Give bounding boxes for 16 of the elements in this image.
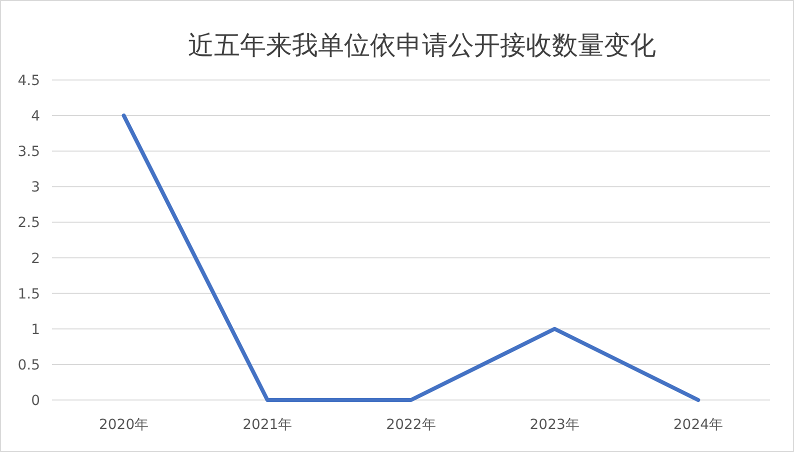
y-tick-label: 2.5 <box>18 215 40 232</box>
y-tick-label: 4 <box>31 108 40 125</box>
y-tick-label: 3.5 <box>18 144 40 160</box>
y-tick-label: 4.5 <box>18 73 40 89</box>
x-tick-label: 2023年 <box>530 417 580 433</box>
y-tick-label: 0.5 <box>18 357 40 374</box>
chart-title: 近五年来我单位依申请公开接收数量变化 <box>188 31 656 61</box>
x-tick-label: 2024年 <box>673 417 724 433</box>
y-tick-label: 0 <box>31 393 40 409</box>
y-tick-label: 2 <box>31 250 40 267</box>
x-tick-label: 2020年 <box>98 417 149 433</box>
y-tick-label: 3 <box>31 180 40 196</box>
x-tick-label: 2022年 <box>386 417 436 433</box>
y-tick-label: 1 <box>31 322 40 338</box>
x-tick-label: 2021年 <box>242 417 292 433</box>
y-tick-label: 1.5 <box>18 286 40 302</box>
